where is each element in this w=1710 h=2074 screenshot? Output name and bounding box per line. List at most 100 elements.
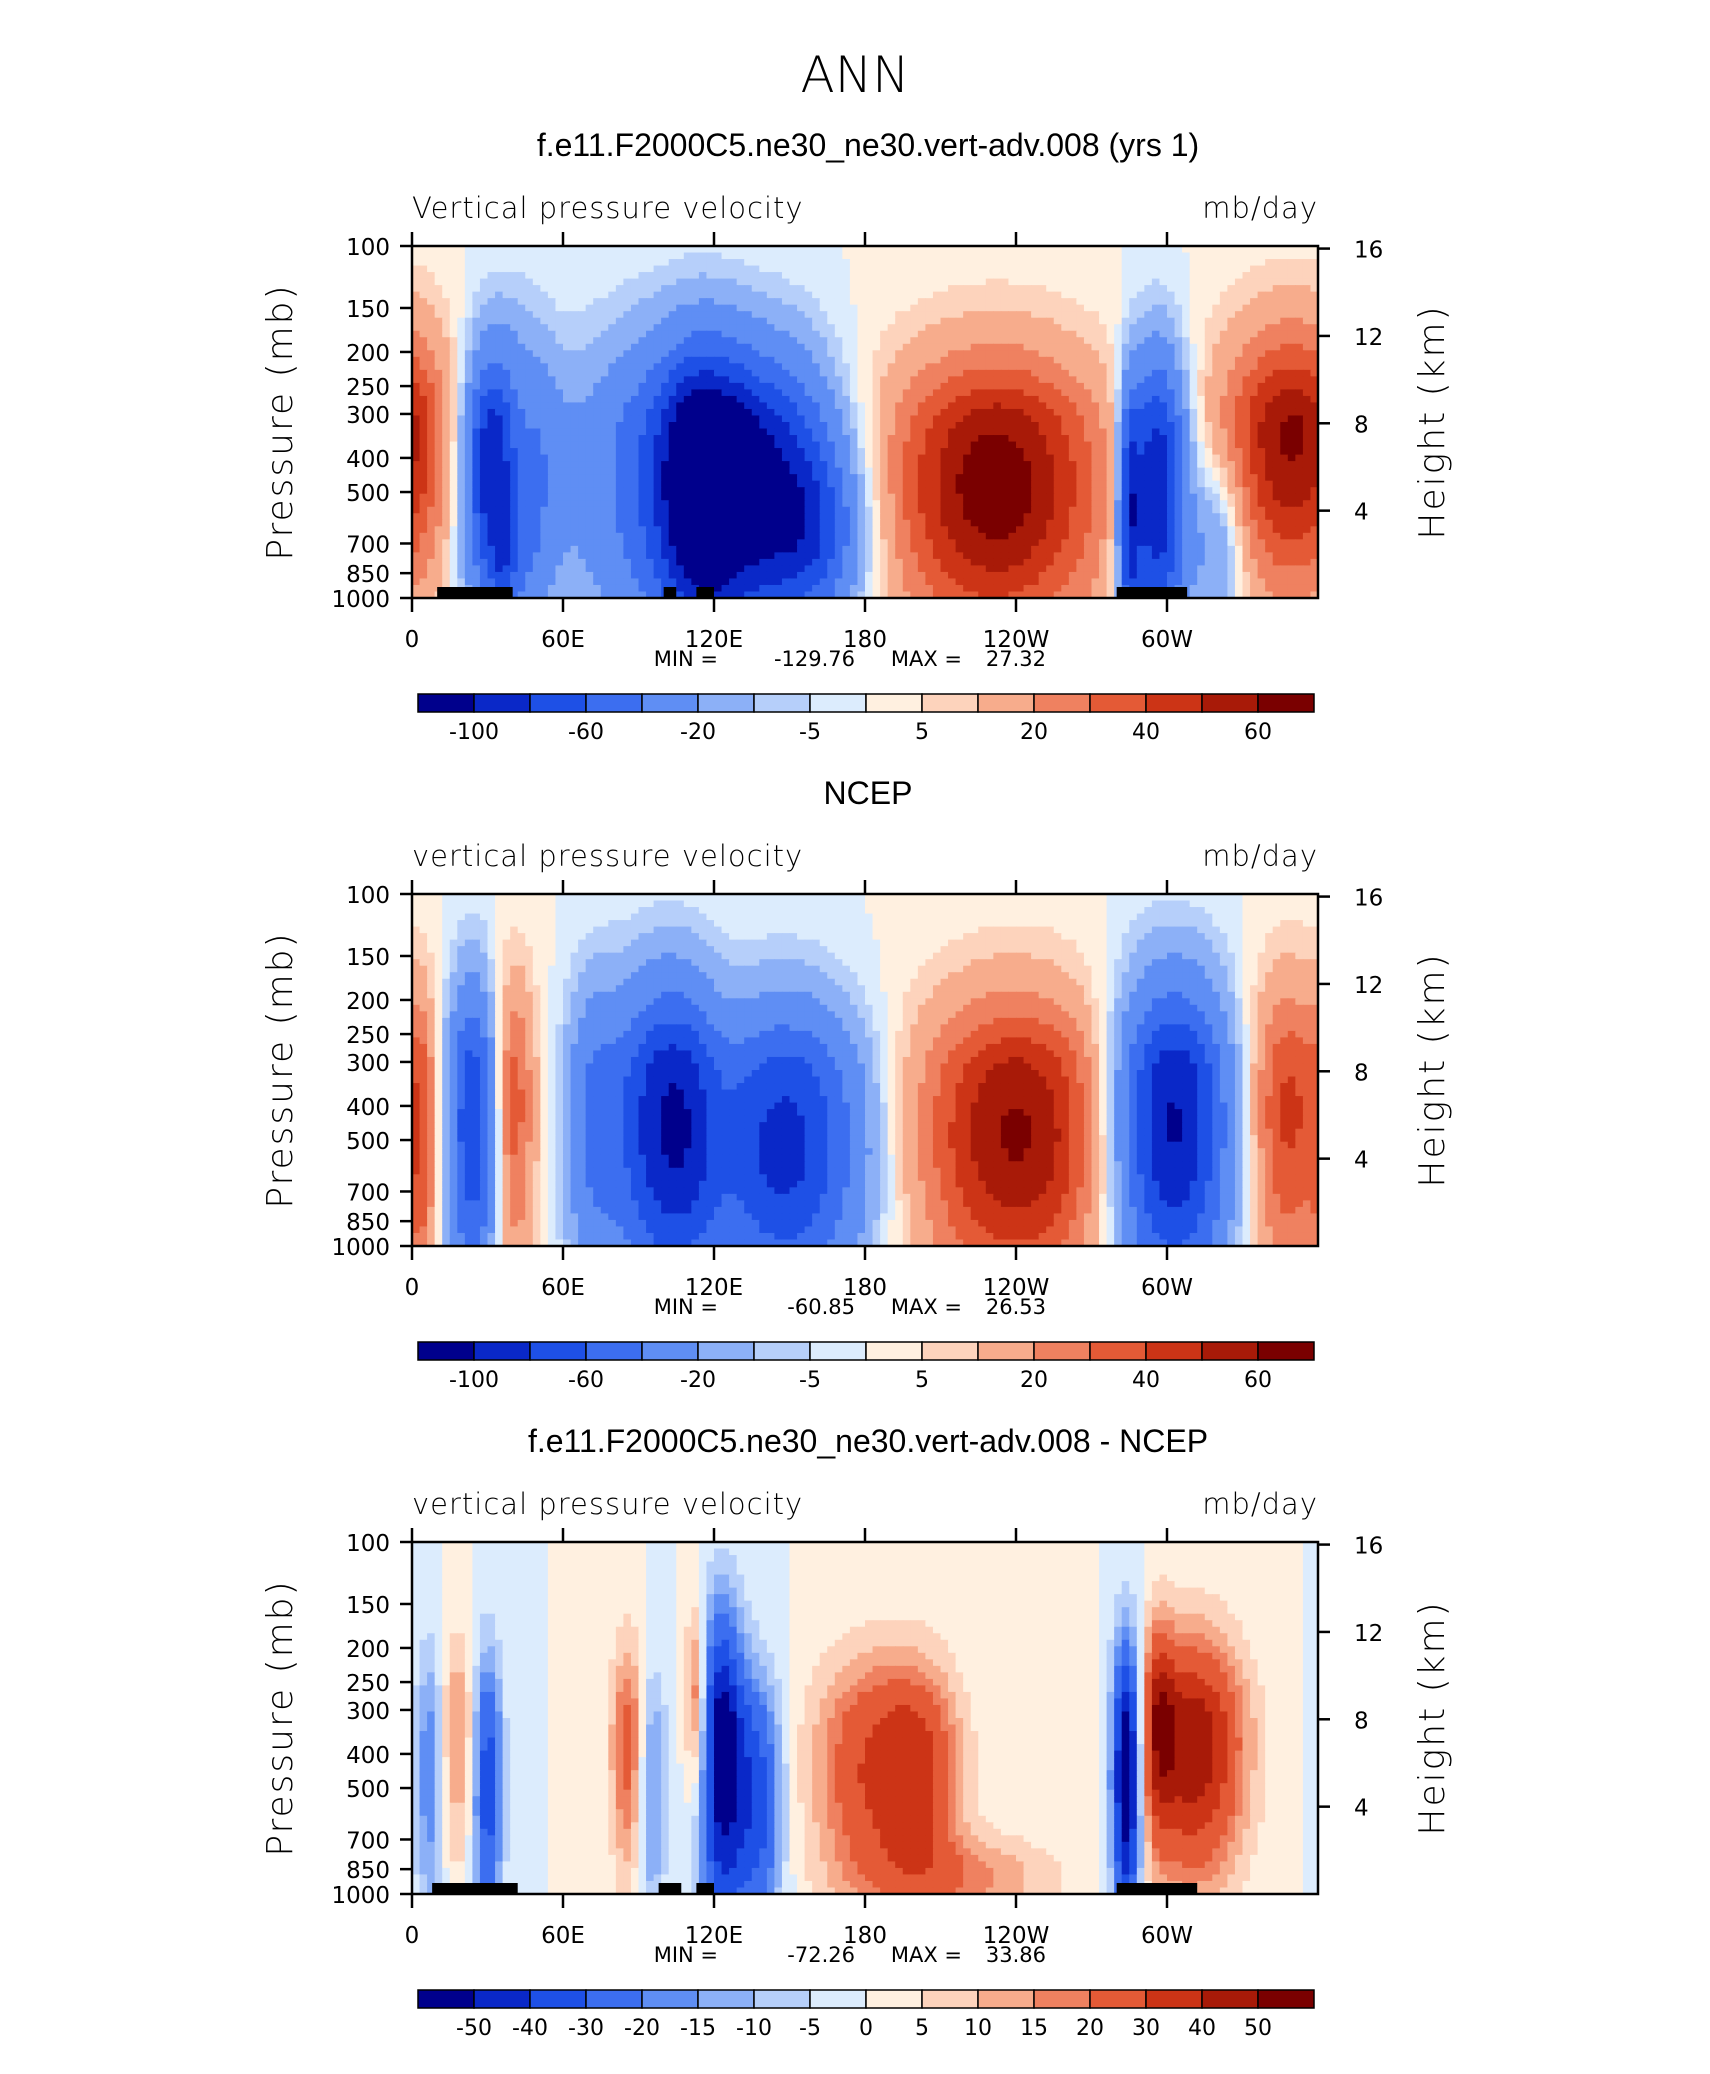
field-cell (420, 487, 428, 494)
field-cell (684, 363, 692, 370)
field-cell (752, 422, 760, 429)
field-cell (752, 500, 760, 507)
field-cell (767, 429, 775, 436)
field-cell (669, 376, 677, 383)
field-cell (910, 298, 918, 305)
field-cell (427, 324, 435, 331)
field-cell (1107, 435, 1115, 442)
field-cell (948, 429, 956, 436)
field-cell (759, 442, 767, 449)
field-cell (1099, 389, 1107, 396)
field-cell (639, 474, 647, 481)
field-cell (1303, 344, 1311, 351)
field-cell (1159, 396, 1167, 403)
field-cell (1273, 331, 1281, 338)
field-cell (1001, 370, 1009, 377)
field-cell (865, 402, 873, 409)
field-cell (1039, 298, 1047, 305)
field-cell (503, 474, 511, 481)
field-cell (767, 487, 775, 494)
field-cell (910, 311, 918, 318)
field-cell (1031, 272, 1039, 279)
field-cell (1129, 318, 1137, 325)
field-cell (1227, 448, 1235, 455)
field-cell (797, 292, 805, 299)
field-cell (865, 298, 873, 305)
field-cell (420, 513, 428, 520)
field-cell (895, 481, 903, 488)
field-cell (1235, 311, 1243, 318)
field-cell (548, 292, 556, 299)
field-cell (1220, 481, 1228, 488)
field-cell (903, 259, 911, 266)
field-cell (1167, 266, 1175, 273)
field-cell (1273, 344, 1281, 351)
field-cell (1129, 468, 1137, 475)
field-cell (752, 311, 760, 318)
field-cell (903, 292, 911, 299)
field-cell (578, 442, 586, 449)
field-cell (1250, 383, 1258, 390)
field-cell (563, 448, 571, 455)
field-cell (1046, 324, 1054, 331)
field-cell (593, 468, 601, 475)
field-cell (518, 311, 526, 318)
field-cell (1288, 259, 1296, 266)
field-cell (910, 253, 918, 260)
field-cell (1122, 292, 1130, 299)
field-cell (1107, 507, 1115, 514)
field-cell (759, 272, 767, 279)
field-cell (842, 396, 850, 403)
field-cell (631, 435, 639, 442)
field-cell (1250, 311, 1258, 318)
field-cell (480, 494, 488, 501)
field-cell (1107, 409, 1115, 416)
field-cell (1273, 253, 1281, 260)
field-cell (910, 448, 918, 455)
field-cell (684, 422, 692, 429)
field-cell (903, 383, 911, 390)
field-cell (820, 311, 828, 318)
field-cell (1016, 376, 1024, 383)
field-cell (865, 266, 873, 273)
field-cell (910, 494, 918, 501)
field-cell (684, 279, 692, 286)
field-cell (956, 383, 964, 390)
field-cell (1303, 389, 1311, 396)
field-cell (797, 285, 805, 292)
field-cell (850, 435, 858, 442)
field-cell (442, 422, 450, 429)
field-cell (1235, 279, 1243, 286)
field-cell (1182, 455, 1190, 462)
field-cell (555, 389, 563, 396)
field-cell (759, 279, 767, 286)
field-cell (1016, 448, 1024, 455)
field-cell (706, 415, 714, 422)
field-cell (1046, 435, 1054, 442)
field-cell (608, 344, 616, 351)
field-cell (941, 474, 949, 481)
field-cell (827, 305, 835, 312)
field-cell (472, 259, 480, 266)
field-cell (1144, 279, 1152, 286)
field-cell (865, 337, 873, 344)
field-cell (737, 500, 745, 507)
field-cell (722, 337, 730, 344)
field-cell (1054, 344, 1062, 351)
field-cell (827, 435, 835, 442)
field-cell (1250, 279, 1258, 286)
field-cell (1197, 415, 1205, 422)
field-cell (646, 266, 654, 273)
field-cell (865, 455, 873, 462)
field-cell (1190, 337, 1198, 344)
field-cell (1182, 318, 1190, 325)
field-cell (880, 331, 888, 338)
field-cell (729, 253, 737, 260)
field-cell (1069, 292, 1077, 299)
field-cell (578, 292, 586, 299)
field-cell (910, 324, 918, 331)
field-cell (631, 429, 639, 436)
field-cell (1046, 448, 1054, 455)
field-cell (684, 500, 692, 507)
field-cell (850, 474, 858, 481)
